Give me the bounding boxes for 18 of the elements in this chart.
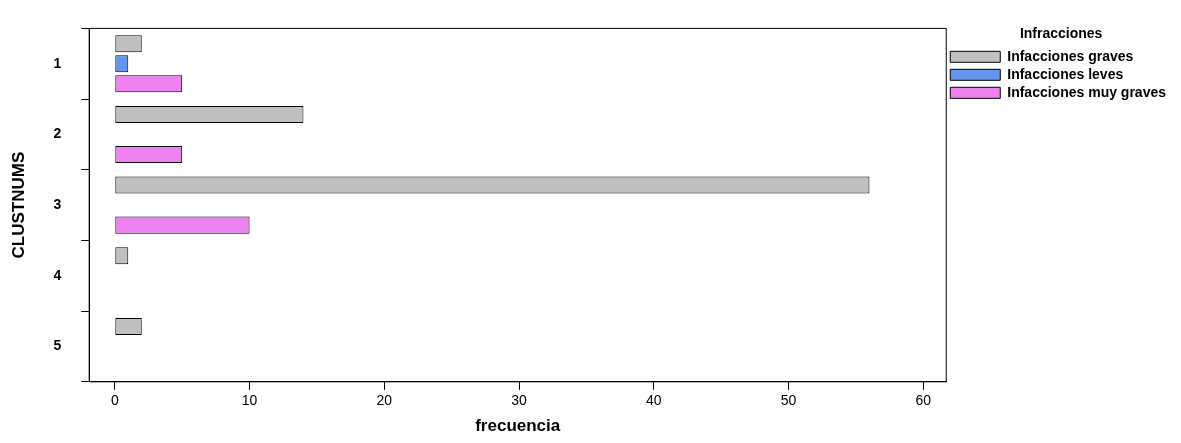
y-tick-label: 4 — [53, 266, 62, 283]
y-tick-label: 2 — [53, 125, 62, 142]
x-tick-label: 40 — [646, 392, 662, 409]
y-tick-label: 5 — [53, 337, 62, 354]
legend-label: Infacciones graves — [1007, 47, 1134, 64]
x-axis-title: frecuencia — [475, 416, 561, 436]
x-tick-label: 0 — [110, 392, 119, 409]
x-tick-label: 30 — [511, 392, 528, 409]
x-tick-label: 60 — [915, 392, 932, 409]
y-axis-title: CLUSTNUMS — [8, 151, 28, 259]
y-tick-label: 1 — [53, 54, 62, 71]
legend-label: Infacciones leves — [1007, 65, 1124, 82]
y-tick-label: 3 — [53, 195, 62, 212]
x-tick-label: 20 — [376, 392, 393, 409]
x-tick-label: 50 — [780, 392, 797, 409]
legend-label: Infacciones muy graves — [1007, 83, 1167, 100]
x-tick-label: 10 — [241, 392, 258, 409]
legend-title: Infracciones — [1019, 24, 1103, 41]
